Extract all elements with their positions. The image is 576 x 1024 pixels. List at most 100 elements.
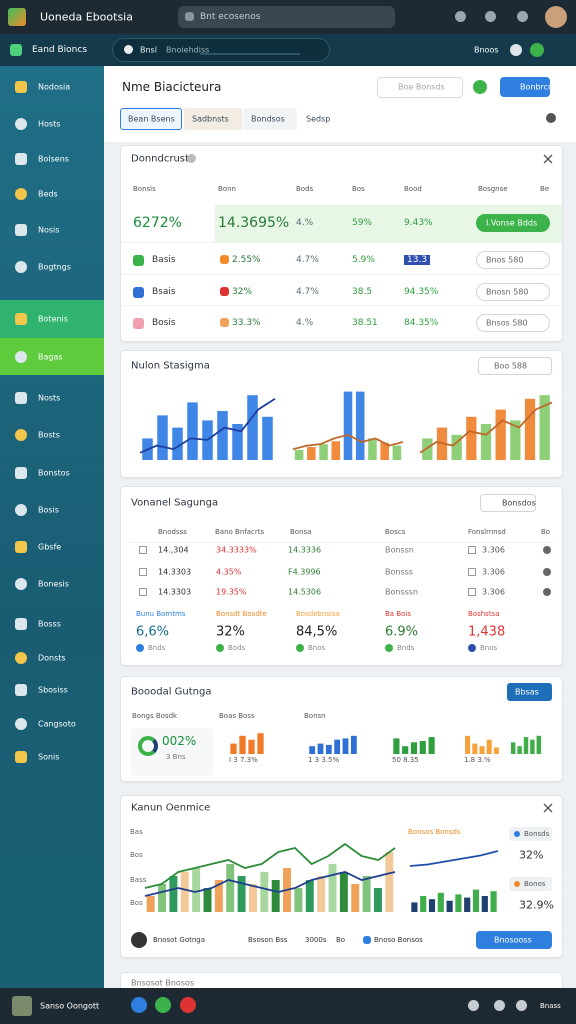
bar <box>343 391 353 460</box>
nav-item[interactable]: Bagas <box>38 352 63 362</box>
primary-button-label: Bonbrcr <box>520 82 552 92</box>
nav-icon <box>15 313 27 325</box>
tab-label: Sedsp <box>306 114 331 124</box>
nav-item[interactable]: Nodosia <box>38 82 71 92</box>
nav-icon <box>15 81 27 93</box>
nav-item[interactable]: Botenis <box>38 314 68 324</box>
bar <box>472 743 478 754</box>
bar <box>334 739 341 754</box>
bar <box>481 896 488 912</box>
mini-chart <box>411 889 497 912</box>
nav-item[interactable]: Donsts <box>38 653 66 663</box>
cell: Bonssn <box>385 545 414 555</box>
nav-icon <box>15 684 27 696</box>
chip[interactable] <box>509 827 552 841</box>
icon <box>468 1000 479 1011</box>
checkbox[interactable] <box>468 588 476 596</box>
checkbox[interactable] <box>139 588 147 596</box>
cell: Basis <box>152 255 176 265</box>
nav-item[interactable]: Cangsoto <box>38 719 76 729</box>
nav-item[interactable]: Nosts <box>38 393 61 403</box>
header-search[interactable] <box>377 77 463 98</box>
nav-item[interactable]: Bolsens <box>38 154 69 164</box>
bar <box>317 743 324 754</box>
sub-search[interactable] <box>112 38 330 62</box>
nav-item[interactable]: Sbosiss <box>38 685 68 695</box>
sub-title: Eand Bioncs <box>32 45 88 55</box>
button-label: Bnosooss <box>494 935 532 945</box>
bar <box>157 415 168 460</box>
column-header: Bano Bnfacrts <box>215 528 265 536</box>
cell: 32% <box>232 287 253 297</box>
stat-dot <box>296 644 304 652</box>
checkbox[interactable] <box>468 568 476 576</box>
button-label: Bbsas <box>515 687 539 697</box>
chip-label: Bonsds <box>524 830 550 838</box>
chip[interactable] <box>509 877 552 891</box>
stat-dot <box>136 644 144 652</box>
nav-icon <box>15 153 27 165</box>
close-icon[interactable] <box>543 154 553 164</box>
nav-icon <box>15 224 27 236</box>
row-button[interactable] <box>476 283 550 301</box>
nav-item[interactable]: Gbsfe <box>38 542 62 552</box>
nav-item[interactable]: Beds <box>38 189 58 199</box>
button[interactable] <box>507 683 552 701</box>
nav-item[interactable]: Bonesis <box>38 579 69 589</box>
line <box>144 842 396 889</box>
nav-item[interactable]: Bosis <box>38 505 59 515</box>
cell: 6272% <box>133 215 182 231</box>
bar <box>325 744 332 754</box>
close-icon[interactable] <box>543 803 553 813</box>
column-header: Bonsa <box>290 528 312 536</box>
nav-item[interactable]: Bonstos <box>38 468 70 478</box>
row-divider <box>130 542 554 543</box>
nav-item[interactable]: Bosss <box>38 619 61 629</box>
axis-label: Bas <box>130 828 143 836</box>
status-icon <box>220 318 229 327</box>
checkbox[interactable] <box>468 546 476 554</box>
nav-item[interactable]: Sonis <box>38 752 60 762</box>
mini-chart <box>139 395 276 460</box>
button[interactable] <box>476 931 552 949</box>
cell: 3.306 <box>482 567 505 577</box>
row-button[interactable] <box>476 314 550 332</box>
bar <box>180 872 189 912</box>
dropdown[interactable] <box>480 494 536 512</box>
row-button[interactable] <box>476 251 550 269</box>
bar <box>217 411 228 460</box>
bar <box>294 449 304 460</box>
stat-label: Bosdebnsisa <box>296 610 340 618</box>
lock-icon <box>124 45 133 54</box>
tab[interactable] <box>184 108 242 130</box>
row-button[interactable] <box>476 214 550 232</box>
close-stroke <box>543 803 553 813</box>
cell: Bsais <box>152 287 176 297</box>
primary-button[interactable] <box>500 77 550 97</box>
group-label: I 3 7.3% <box>229 756 258 764</box>
dropdown[interactable] <box>478 357 552 375</box>
icon <box>510 44 522 56</box>
checkbox[interactable] <box>139 568 147 576</box>
nav-item[interactable]: Nosis <box>38 225 60 235</box>
bar <box>305 880 314 912</box>
avatar[interactable] <box>545 6 567 28</box>
bar <box>351 884 360 912</box>
icon <box>516 1000 527 1011</box>
bar <box>146 896 155 912</box>
search-box[interactable] <box>178 6 395 28</box>
bar <box>524 398 536 460</box>
bar <box>307 447 316 460</box>
tab[interactable] <box>243 108 297 130</box>
nav-item[interactable]: Bogtngs <box>38 262 71 272</box>
checkbox[interactable] <box>139 546 147 554</box>
column-header: Be <box>540 185 550 193</box>
nav-item[interactable]: Hosts <box>38 119 61 129</box>
column-header: Bo <box>541 528 551 536</box>
back-icon <box>10 44 22 56</box>
nav-item[interactable]: Bosts <box>38 430 60 440</box>
chip-dot <box>514 831 520 837</box>
row-icon <box>543 588 551 596</box>
tab[interactable] <box>120 108 182 130</box>
bar <box>385 852 394 912</box>
